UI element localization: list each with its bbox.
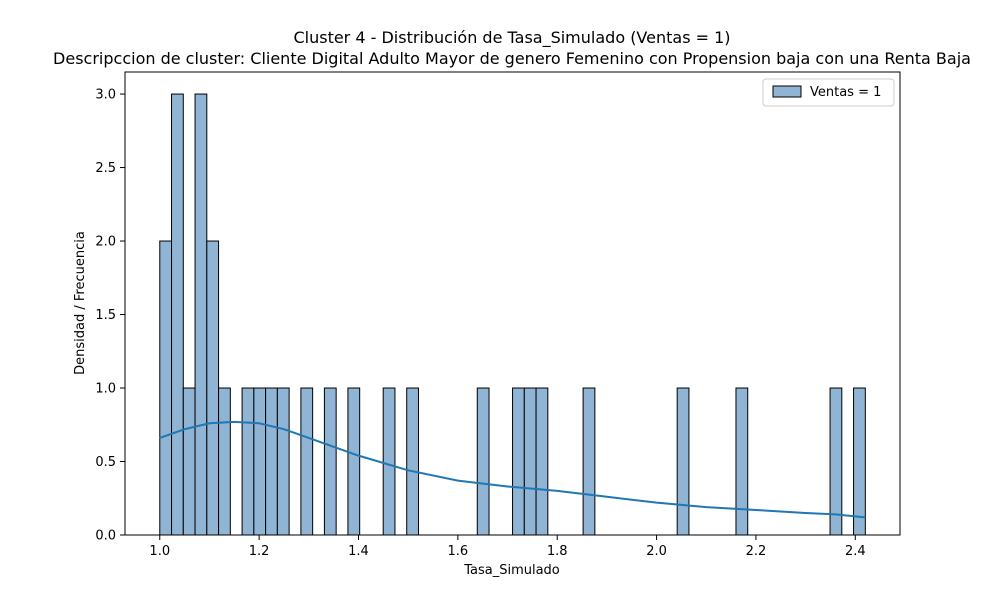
y-tick-label: 0.0: [95, 529, 116, 544]
x-tick-label: 2.2: [746, 544, 767, 559]
x-tick-label: 1.8: [547, 544, 568, 559]
histogram-bar: [676, 387, 690, 536]
plot-frame: [124, 71, 901, 536]
kde-curve: [159, 420, 866, 519]
chart-title: Cluster 4 - Distribución de Tasa_Simulad…: [293, 28, 730, 48]
histogram-bar: [582, 387, 596, 536]
histogram-bar: [323, 387, 337, 536]
chart-subtitle: Descripccion de cluster: Cliente Digital…: [53, 49, 971, 68]
histogram-bar: [347, 387, 361, 536]
legend: Ventas = 1: [762, 78, 895, 107]
histogram-bar: [182, 387, 196, 536]
y-tick-label: 2.5: [95, 161, 116, 176]
histogram-bar: [218, 387, 231, 536]
histogram-bar: [853, 387, 866, 536]
y-axis-label: Densidad / Frecuencia: [73, 231, 88, 375]
x-tick-label: 2.4: [845, 544, 866, 559]
y-tick-label: 3.0: [95, 88, 116, 103]
legend-swatch: [772, 85, 802, 98]
histogram-bar: [300, 387, 314, 536]
histogram-bar: [382, 387, 396, 536]
histogram-bar: [512, 387, 525, 536]
y-tick-label: 1.0: [95, 382, 116, 397]
histogram-bar: [194, 93, 208, 536]
histogram-bar: [241, 387, 255, 536]
histogram-bar: [159, 240, 173, 536]
y-tick-label: 0.5: [95, 455, 116, 470]
legend-label: Ventas = 1: [810, 85, 881, 100]
histogram-bar: [253, 387, 267, 536]
histogram-bar: [406, 387, 419, 536]
x-axis-ticks: 1.0 1.2 1.4 1.6 1.8 2.0 2.2 2.4: [149, 535, 866, 559]
histogram-bar: [265, 387, 278, 536]
x-tick-label: 1.4: [348, 544, 369, 559]
x-axis-label: Tasa_Simulado: [463, 563, 560, 578]
histogram-bar: [829, 387, 843, 536]
x-tick-label: 1.6: [448, 544, 469, 559]
histogram-bar: [171, 93, 184, 536]
x-tick-label: 1.2: [249, 544, 270, 559]
histogram-bar: [276, 387, 290, 536]
x-tick-label: 2.0: [646, 544, 667, 559]
histogram-bars: [159, 93, 866, 536]
y-tick-label: 2.0: [95, 235, 116, 250]
histogram-bar: [535, 387, 549, 536]
y-tick-label: 1.5: [95, 308, 116, 323]
histogram-bar: [476, 387, 490, 536]
histogram-bar: [206, 240, 220, 536]
histogram-bar: [523, 387, 537, 536]
histogram-bar: [735, 387, 749, 536]
y-axis-ticks: 0.0 0.5 1.0 1.5 2.0 2.5 3.0: [95, 88, 125, 544]
x-tick-label: 1.0: [149, 544, 170, 559]
